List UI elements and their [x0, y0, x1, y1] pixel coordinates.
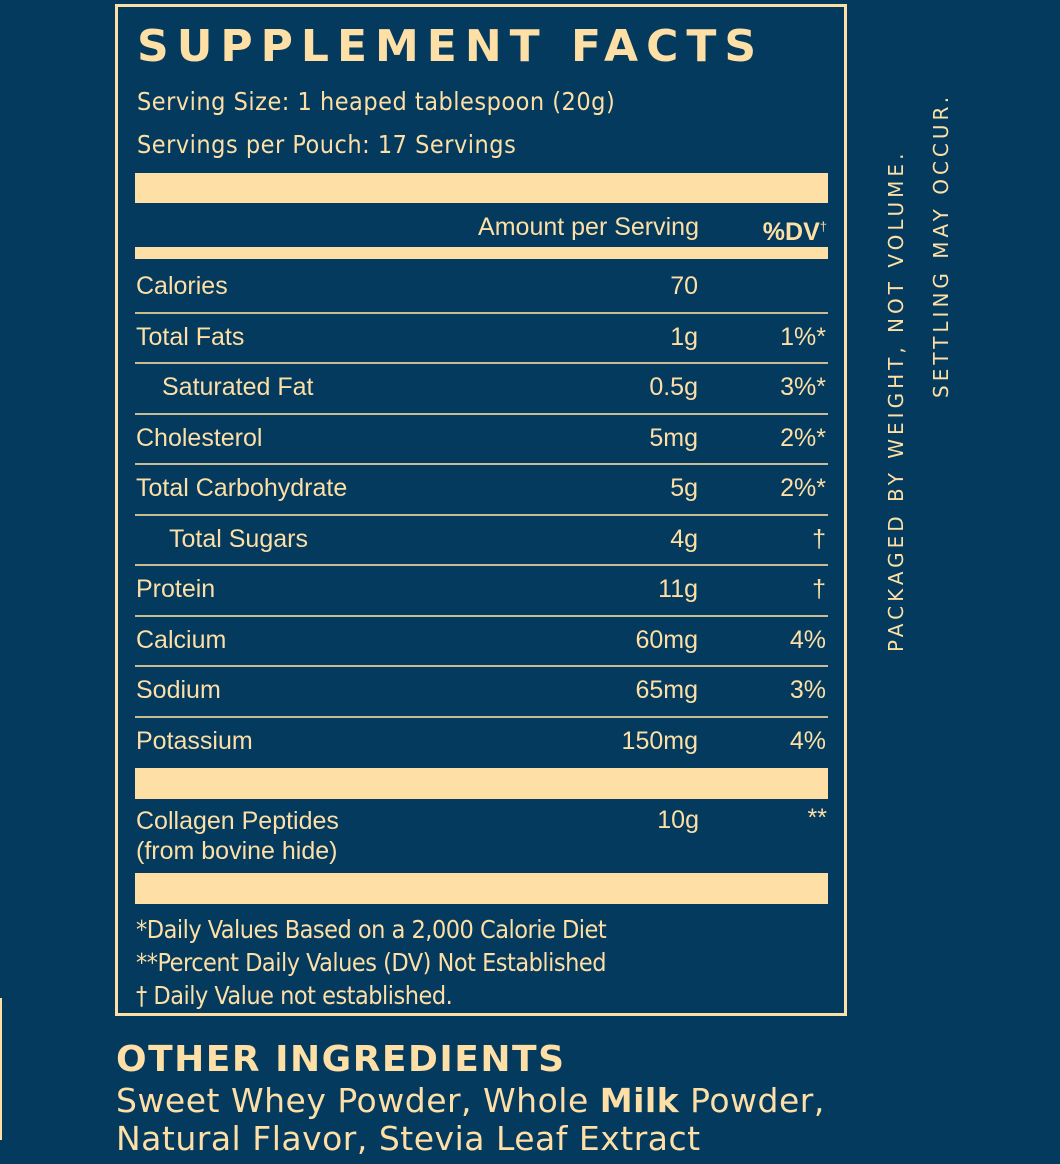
nutrient-name: Total Carbohydrate: [136, 474, 348, 502]
nutrient-dv: 1%*: [780, 322, 826, 351]
divider-bar-header: [135, 247, 828, 259]
table-row-total-carbohydrate: Total Carbohydrate 5g 2%*: [135, 465, 828, 516]
collagen-name: Collagen Peptides (from bovine hide): [136, 806, 339, 866]
nutrient-amount: 5mg: [649, 423, 698, 452]
ingredients-text: Sweet Whey Powder, Whole: [116, 1081, 600, 1120]
footnote-dv-not-established: **Percent Daily Values (DV) Not Establis…: [136, 948, 607, 977]
nutrient-amount: 60mg: [635, 625, 698, 654]
nutrient-amount: 5g: [670, 474, 698, 502]
nutrient-name: Sodium: [136, 676, 221, 704]
nutrient-name: Protein: [136, 575, 216, 603]
column-header-amount: Amount per Serving: [478, 213, 699, 241]
nutrient-dv: †: [812, 575, 826, 603]
other-ingredients-list: Sweet Whey Powder, Whole Milk Powder, Na…: [116, 1082, 825, 1158]
nutrient-name: Saturated Fat: [162, 373, 314, 401]
column-header-dv: %DV†: [763, 211, 827, 248]
table-row-cholesterol: Cholesterol 5mg 2%*: [135, 415, 828, 465]
side-note-packaged-by-weight: PACKAGED BY WEIGHT, NOT VOLUME.: [884, 149, 908, 652]
table-row-collagen-peptides: Collagen Peptides (from bovine hide) 10g…: [136, 804, 829, 868]
table-row-calcium: Calcium 60mg 4%: [135, 617, 828, 667]
footnote-dagger: † Daily Value not established.: [136, 981, 453, 1010]
nutrient-amount: 70: [670, 272, 698, 300]
ingredients-line-1: Sweet Whey Powder, Whole Milk Powder,: [116, 1082, 825, 1120]
allergen-milk: Milk: [599, 1081, 680, 1120]
nutrient-dv: 3%*: [780, 373, 826, 401]
nutrient-amount: 1g: [670, 322, 698, 351]
serving-size: Serving Size: 1 heaped tablespoon (20g): [137, 87, 616, 116]
other-ingredients-title: OTHER INGREDIENTS: [116, 1039, 566, 1080]
divider-bar-bottom: [135, 873, 828, 904]
nutrient-amount: 150mg: [621, 726, 698, 755]
table-row-saturated-fat: Saturated Fat 0.5g 3%*: [135, 364, 828, 415]
panel-title: SUPPLEMENT FACTS: [137, 21, 765, 72]
nutrient-amount: 4g: [670, 524, 698, 553]
nutrient-dv: 4%: [789, 726, 826, 755]
nutrient-name: Total Sugars: [169, 524, 308, 553]
nutrient-name: Cholesterol: [136, 423, 263, 452]
nutrient-dv: 2%*: [780, 474, 826, 502]
supplement-facts-panel: SUPPLEMENT FACTS Serving Size: 1 heaped …: [115, 4, 847, 1016]
table-row-protein: Protein 11g †: [135, 566, 828, 617]
nutrient-table: Calories 70 Total Fats 1g 1%* Saturated …: [135, 263, 828, 766]
table-row-sodium: Sodium 65mg 3%: [135, 667, 828, 718]
nutrient-amount: 65mg: [635, 676, 698, 704]
nutrient-name: Calcium: [136, 625, 227, 654]
dagger-mark: †: [819, 219, 827, 234]
footnote-daily-values: *Daily Values Based on a 2,000 Calorie D…: [136, 915, 607, 944]
collagen-name-line2: (from bovine hide): [136, 837, 338, 865]
ingredients-text: Powder,: [679, 1081, 825, 1120]
divider-bar-middle: [135, 768, 828, 799]
nutrient-dv: 4%: [789, 625, 826, 654]
collagen-name-line1: Collagen Peptides: [136, 807, 339, 835]
ingredients-line-2: Natural Flavor, Stevia Leaf Extract: [116, 1119, 701, 1158]
left-edge-line: [0, 998, 2, 1140]
nutrient-amount: 0.5g: [649, 373, 698, 401]
side-note-settling: SETTLING MAY OCCUR.: [929, 92, 953, 398]
footnotes: *Daily Values Based on a 2,000 Calorie D…: [136, 913, 607, 1012]
dv-label: %DV: [762, 218, 820, 246]
table-row-total-fats: Total Fats 1g 1%*: [135, 314, 828, 364]
table-row-potassium: Potassium 150mg 4%: [135, 718, 828, 767]
nutrient-amount: 11g: [658, 575, 698, 603]
nutrient-dv: 2%*: [780, 423, 826, 452]
collagen-amount: 10g: [657, 806, 699, 834]
nutrient-dv: †: [812, 524, 826, 553]
collagen-dv: **: [807, 804, 827, 832]
divider-bar-top: [135, 173, 828, 203]
nutrient-name: Potassium: [136, 726, 253, 755]
nutrient-name: Calories: [136, 272, 228, 300]
nutrient-name: Total Fats: [136, 322, 245, 351]
nutrient-dv: 3%: [789, 676, 826, 704]
table-row-total-sugars: Total Sugars 4g †: [135, 516, 828, 566]
servings-per-pouch: Servings per Pouch: 17 Servings: [137, 130, 517, 159]
table-row-calories: Calories 70: [135, 263, 828, 314]
